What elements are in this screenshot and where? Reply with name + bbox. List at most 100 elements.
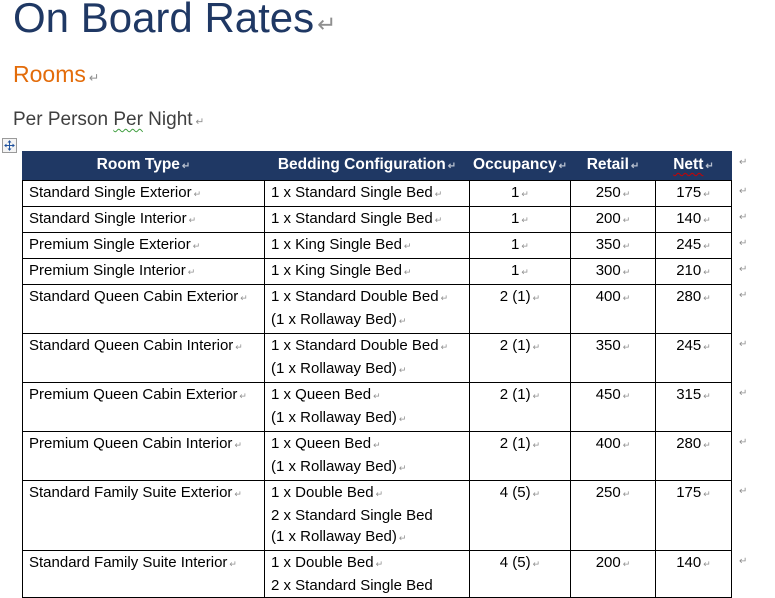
- nett-cell: 245 ↵: [655, 333, 732, 383]
- bedding-line-text: (1 x Rollaway Bed): [271, 360, 397, 377]
- header-label: Retail: [586, 156, 629, 173]
- subheading-per-person-per-night: Per Person Per Night ↵: [13, 106, 204, 137]
- page-title: On Board Rates ↵: [13, 0, 337, 51]
- room-type-cell: Standard Queen Cabin Exterior ↵: [22, 284, 265, 334]
- bedding-cell: 1 x Standard Single Bed ↵: [264, 206, 470, 233]
- cell-end-mark: ↵: [705, 161, 714, 172]
- occupancy-cell: 4 (5) ↵: [469, 480, 571, 551]
- cell-end-mark: ↵: [375, 489, 384, 499]
- room-type-cell: Standard Queen Cabin Interior ↵: [22, 333, 265, 383]
- retail-cell-value: 300: [595, 262, 621, 279]
- header-label: Room Type: [96, 156, 180, 173]
- cell-end-mark: ↵: [622, 489, 631, 499]
- end-of-row-mark: ↵: [739, 388, 748, 399]
- end-of-row-mark: ↵: [739, 186, 748, 197]
- end-of-row-mark: ↵: [739, 290, 748, 301]
- bedding-line-text: 1 x Standard Double Bed: [271, 337, 439, 354]
- occupancy-cell-value: 2 (1): [499, 337, 531, 354]
- rates-table-container: Room Type ↵ Bedding Configuration ↵ Occupanc…: [22, 151, 732, 598]
- occupancy-cell-value: 1: [511, 262, 520, 279]
- retail-cell-value: 350: [595, 236, 621, 253]
- bedding-line-text: 1 x Double Bed: [271, 484, 374, 501]
- bedding-cell: 1 x Queen Bed ↵ (1 x Rollaway Bed) ↵: [264, 382, 470, 432]
- cell-end-mark: ↵: [703, 559, 711, 569]
- bedding-cell: 1 x Queen Bed ↵ (1 x Rollaway Bed) ↵: [264, 431, 470, 481]
- nett-cell: 245 ↵: [655, 232, 732, 259]
- cell-end-mark: ↵: [622, 215, 631, 225]
- bedding-line-text: 1 x Standard Double Bed: [271, 288, 439, 305]
- cell-end-mark: ↵: [622, 267, 631, 277]
- occupancy-cell: 2 (1) ↵: [469, 333, 571, 383]
- room-type-cell: Standard Single Exterior ↵: [22, 180, 265, 207]
- retail-cell: 250 ↵: [570, 480, 656, 551]
- retail-cell-value: 350: [595, 337, 621, 354]
- cell-end-mark: ↵: [373, 440, 381, 450]
- cell-end-mark: ↵: [622, 189, 631, 199]
- bedding-line-text: (1 x Rollaway Bed): [271, 458, 397, 475]
- occupancy-cell: 1 ↵: [469, 206, 571, 233]
- bedding-cell: 1 x Double Bed ↵ 2 x Standard Single Bed (1…: [264, 480, 470, 551]
- cell-end-mark: ↵: [521, 189, 529, 199]
- cell-end-mark: ↵: [532, 440, 541, 450]
- cell-end-mark: ↵: [181, 161, 191, 172]
- bedding-line-text: (1 x Rollaway Bed): [271, 311, 397, 328]
- end-of-row-mark: ↵: [739, 437, 748, 448]
- paragraph-mark: ↵: [195, 117, 205, 128]
- room-type-text: Standard Family Suite Exterior: [29, 484, 233, 501]
- nett-cell-value: 175: [676, 184, 702, 201]
- cell-end-mark: ↵: [532, 342, 541, 352]
- room-type-text: Standard Family Suite Interior: [29, 554, 228, 571]
- room-type-text: Premium Queen Cabin Interior: [29, 435, 233, 452]
- end-of-row-mark: ↵: [739, 339, 748, 350]
- bedding-line-text: 1 x Queen Bed: [271, 435, 372, 452]
- table-row: Standard Single Exterior ↵ 1 x Standard Si…: [22, 180, 732, 207]
- occupancy-cell-value: 1: [511, 210, 520, 227]
- cell-end-mark: ↵: [532, 559, 541, 569]
- bedding-cell: 1 x King Single Bed ↵: [264, 258, 470, 285]
- cell-end-mark: ↵: [703, 489, 711, 499]
- retail-cell: 200 ↵: [570, 206, 656, 233]
- retail-cell-value: 250: [595, 484, 621, 501]
- cell-end-mark: ↵: [398, 414, 407, 424]
- retail-cell-value: 200: [595, 554, 621, 571]
- cell-end-mark: ↵: [240, 293, 248, 303]
- cell-end-mark: ↵: [239, 391, 247, 401]
- grammar-flagged-word: Per: [113, 109, 143, 130]
- paragraph-mark: ↵: [88, 71, 100, 85]
- nett-cell-value: 280: [676, 435, 702, 452]
- nett-cell-value: 175: [676, 484, 702, 501]
- bedding-line-text: (1 x Rollaway Bed): [271, 409, 397, 426]
- occupancy-cell-value: 4 (5): [499, 554, 531, 571]
- end-of-row-mark: ↵: [739, 238, 748, 249]
- retail-cell: 250 ↵: [570, 180, 656, 207]
- header-label: Occupancy: [473, 156, 557, 173]
- cell-end-mark: ↵: [703, 267, 711, 277]
- bedding-line-text: 1 x King Single Bed: [271, 236, 402, 253]
- occupancy-cell-value: 2 (1): [499, 288, 531, 305]
- table-move-handle[interactable]: [2, 138, 17, 153]
- room-type-cell: Premium Queen Cabin Exterior ↵: [22, 382, 265, 432]
- occupancy-cell: 1 ↵: [469, 232, 571, 259]
- bedding-line-text: 2 x Standard Single Bed: [271, 507, 433, 524]
- cell-end-mark: ↵: [521, 215, 529, 225]
- cell-end-mark: ↵: [622, 293, 631, 303]
- cell-end-mark: ↵: [440, 342, 449, 352]
- cell-end-mark: ↵: [434, 189, 443, 199]
- room-type-text: Standard Queen Cabin Interior: [29, 337, 234, 354]
- nett-cell-value: 280: [676, 288, 702, 305]
- table-row: Premium Queen Cabin Interior ↵ 1 x Queen B…: [22, 431, 732, 481]
- room-type-cell: Standard Single Interior ↵: [22, 206, 265, 233]
- table-row: Standard Single Interior ↵ 1 x Standard Si…: [22, 206, 732, 233]
- cell-end-mark: ↵: [235, 342, 243, 352]
- retail-cell-value: 400: [595, 435, 621, 452]
- room-type-cell: Premium Single Exterior ↵: [22, 232, 265, 259]
- retail-cell: 400 ↵: [570, 284, 656, 334]
- cell-end-mark: ↵: [375, 559, 384, 569]
- nett-cell: 140 ↵: [655, 550, 732, 598]
- nett-cell-value: 315: [676, 386, 702, 403]
- table-header-row: Room Type ↵ Bedding Configuration ↵ Occupanc…: [22, 151, 732, 181]
- cell-end-mark: ↵: [521, 241, 529, 251]
- cell-end-mark: ↵: [703, 440, 711, 450]
- bedding-cell: 1 x King Single Bed ↵: [264, 232, 470, 259]
- cell-end-mark: ↵: [229, 559, 237, 569]
